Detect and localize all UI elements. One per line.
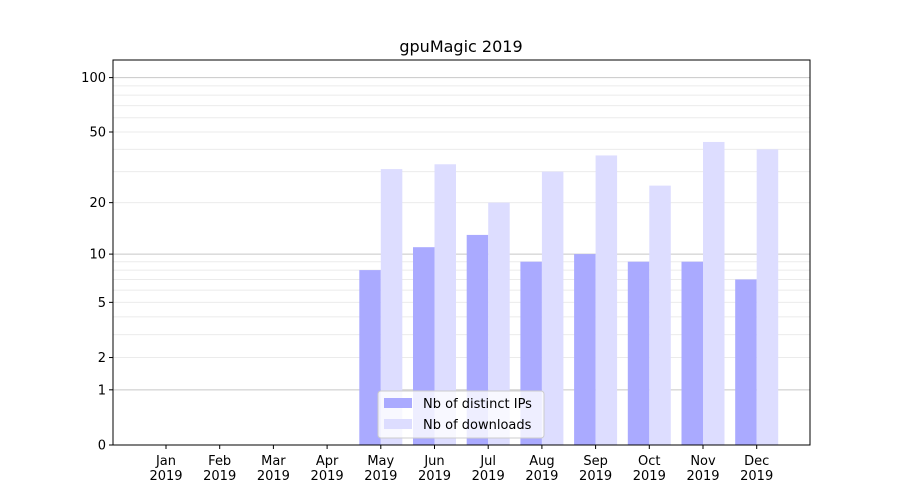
x-tick-label: Feb 2019 xyxy=(203,454,236,484)
legend-label: Nb of downloads xyxy=(423,418,532,433)
bar-downloads xyxy=(488,202,510,445)
x-tick-label: Dec 2019 xyxy=(740,454,773,484)
legend-box xyxy=(377,390,545,439)
bar-downloads xyxy=(541,171,564,445)
y-tick-label: 100 xyxy=(81,71,106,86)
x-tick-label: Sep 2019 xyxy=(579,454,612,484)
legend-label: Nb of distinct IPs xyxy=(423,397,532,412)
plot-frame xyxy=(112,59,811,446)
bar-downloads xyxy=(703,141,725,445)
bar-downloads xyxy=(380,169,403,445)
legend-swatch xyxy=(384,419,412,429)
x-tick-label: Aug 2019 xyxy=(525,454,558,484)
bar-downloads xyxy=(434,164,456,446)
bar-distinct-ips xyxy=(735,279,757,445)
y-tick-label: 2 xyxy=(98,351,106,366)
y-tick-label: 10 xyxy=(89,248,106,263)
bar-downloads xyxy=(649,185,671,446)
bar-downloads xyxy=(756,149,779,445)
bar-distinct-ips xyxy=(627,261,650,445)
x-tick-label: Jan 2019 xyxy=(149,454,182,484)
x-tick-label: Mar 2019 xyxy=(257,454,290,484)
x-tick-label: Jul 2019 xyxy=(472,454,505,484)
bar-distinct-ips xyxy=(574,254,596,445)
y-tick-label: 1 xyxy=(98,383,106,398)
legend-swatch xyxy=(384,398,412,408)
y-tick-label: 5 xyxy=(98,296,106,311)
bar-downloads xyxy=(595,155,618,445)
x-tick-label: Apr 2019 xyxy=(311,454,344,484)
x-tick-label: May 2019 xyxy=(364,454,397,484)
chart-title: gpuMagic 2019 xyxy=(399,37,522,56)
x-tick-label: Jun 2019 xyxy=(418,454,451,484)
bar-distinct-ips xyxy=(359,270,381,445)
x-tick-label: Nov 2019 xyxy=(686,454,719,484)
x-tick-label: Oct 2019 xyxy=(633,454,666,484)
y-tick-label: 0 xyxy=(98,439,106,454)
bar-distinct-ips xyxy=(681,261,703,445)
y-tick-label: 50 xyxy=(89,126,106,141)
y-tick-label: 20 xyxy=(89,196,106,211)
